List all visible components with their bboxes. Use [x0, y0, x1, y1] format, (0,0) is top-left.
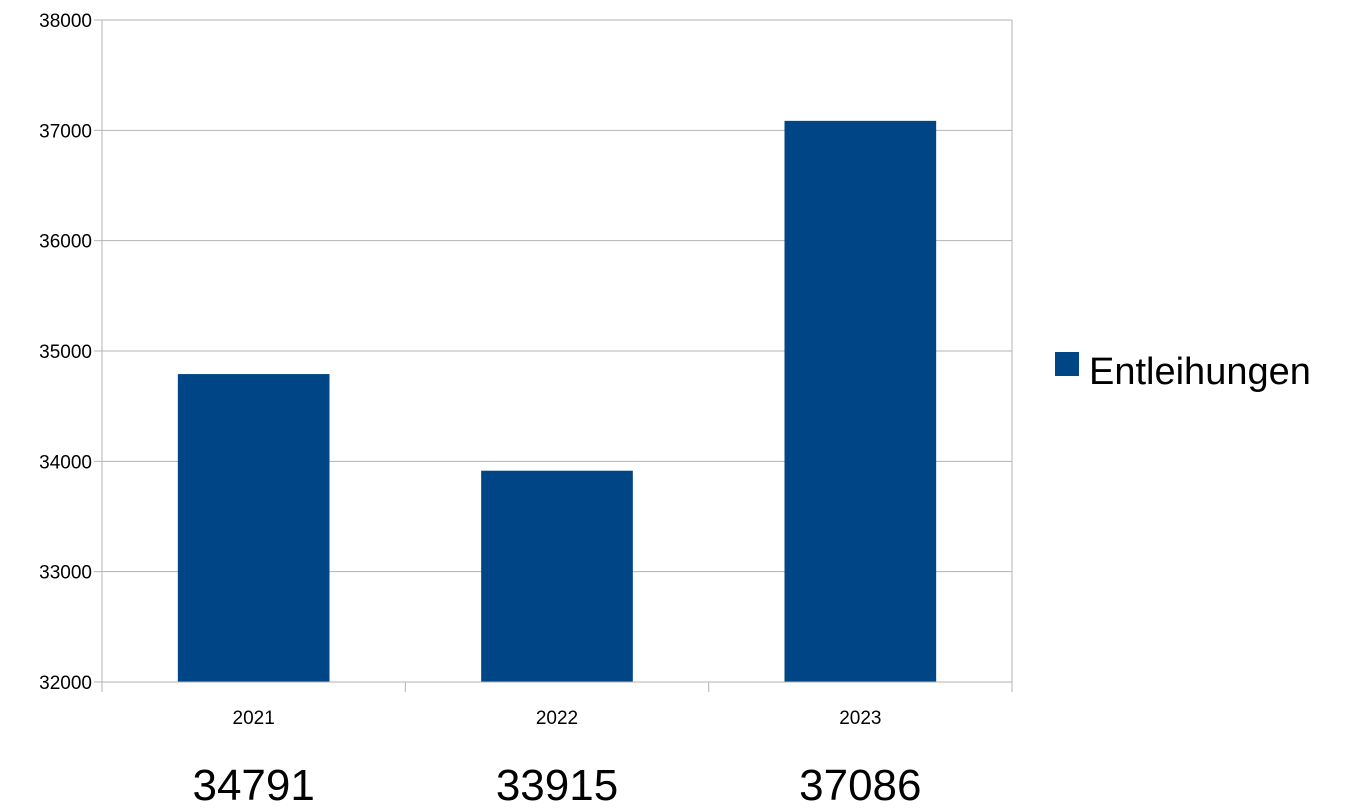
- x-tick-labels: 2021 2022 2023: [233, 708, 882, 729]
- x-tick-label: 2023: [839, 708, 881, 729]
- value-labels: 34791 33915 37086: [192, 761, 921, 810]
- x-tick-label: 2021: [233, 708, 275, 729]
- y-tick-label: 35000: [39, 342, 92, 363]
- legend-swatch: [1055, 352, 1079, 376]
- y-tick-label: 37000: [39, 121, 92, 142]
- y-tick-labels: 32000 33000 34000 35000 36000 37000 38000: [39, 11, 92, 694]
- y-tick-label: 33000: [39, 563, 92, 584]
- legend: Entleihungen: [1055, 351, 1311, 393]
- y-tick-label: 32000: [39, 673, 92, 694]
- bars: [177, 120, 937, 682]
- y-tick-label: 34000: [39, 452, 92, 473]
- x-tick-label: 2022: [536, 708, 578, 729]
- bar: [784, 120, 937, 682]
- value-label: 33915: [496, 761, 618, 810]
- value-label: 34791: [192, 761, 314, 810]
- bar: [481, 470, 633, 682]
- y-tick-label: 36000: [39, 232, 92, 253]
- axes: [94, 19, 1013, 692]
- y-tick-label: 38000: [39, 11, 92, 32]
- bar: [177, 374, 330, 682]
- legend-label: Entleihungen: [1089, 351, 1311, 393]
- value-label: 37086: [799, 761, 921, 810]
